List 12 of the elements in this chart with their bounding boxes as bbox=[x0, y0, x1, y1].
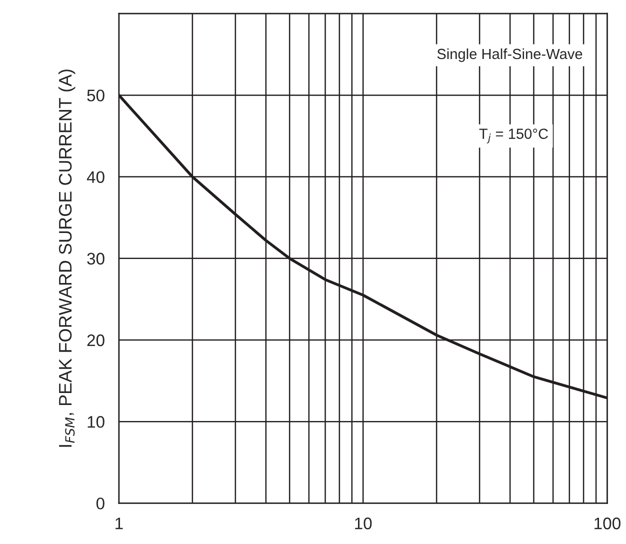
y-tick-label: 10 bbox=[88, 416, 104, 428]
x-tick-label: 1 bbox=[116, 518, 123, 530]
x-tick-label: 10 bbox=[355, 518, 372, 530]
y-tick-label: 0 bbox=[96, 498, 104, 510]
annotation: T$_{j}$ = 150°C bbox=[479, 128, 548, 144]
y-tick-label: 40 bbox=[86, 171, 104, 184]
x-tick-label: 100 bbox=[594, 518, 620, 530]
y-tick-label: 20 bbox=[87, 334, 104, 346]
y-axis-title: I$_{FSM}$, PEAK FORWARD SURGE CURRENT (A) bbox=[58, 70, 76, 447]
y-tick-label: 50 bbox=[87, 90, 104, 102]
y-tick-label: 30 bbox=[87, 252, 104, 265]
annotation: Single Half-Sine-Wave bbox=[437, 48, 582, 62]
